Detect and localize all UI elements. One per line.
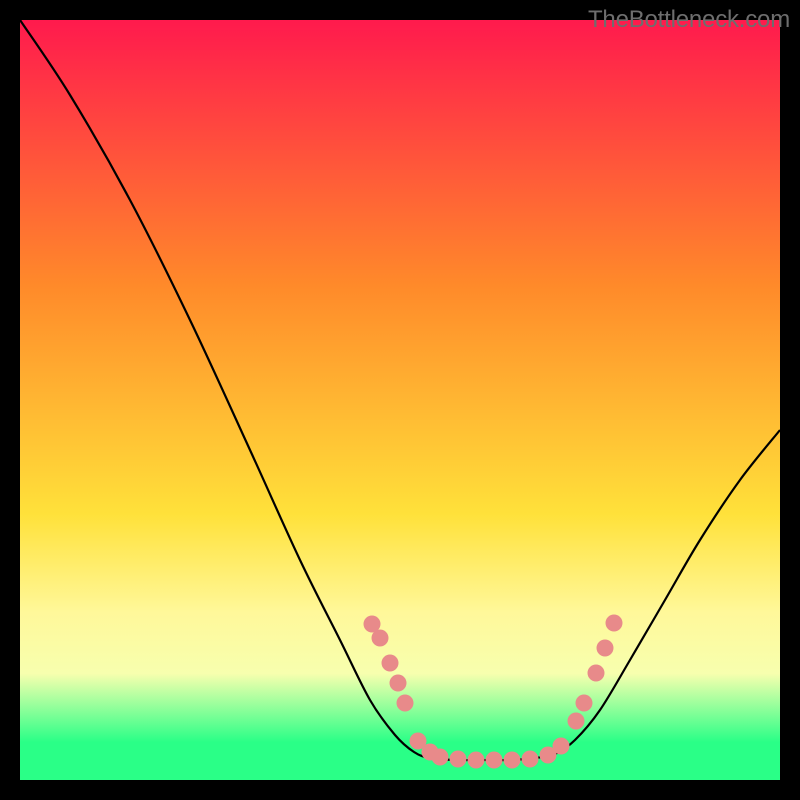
- data-dot: [372, 630, 389, 647]
- data-dot: [553, 738, 570, 755]
- bottleneck-curve: [20, 20, 780, 760]
- chart-svg: [0, 0, 800, 800]
- data-dot: [486, 752, 503, 769]
- data-dot: [468, 752, 485, 769]
- data-dot: [522, 751, 539, 768]
- data-dot: [450, 751, 467, 768]
- scatter-dots: [364, 615, 623, 769]
- data-dot: [382, 655, 399, 672]
- data-dot: [432, 749, 449, 766]
- data-dot: [397, 695, 414, 712]
- data-dot: [576, 695, 593, 712]
- data-dot: [390, 675, 407, 692]
- data-dot: [606, 615, 623, 632]
- data-dot: [504, 752, 521, 769]
- data-dot: [597, 640, 614, 657]
- data-dot: [568, 713, 585, 730]
- chart-frame: TheBottleneck.com: [0, 0, 800, 800]
- data-dot: [588, 665, 605, 682]
